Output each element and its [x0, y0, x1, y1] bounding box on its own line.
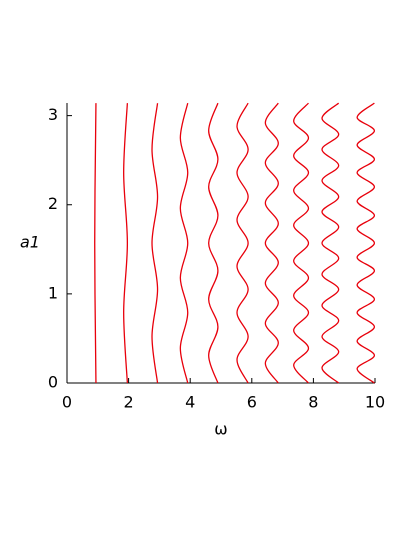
- contour-line: [179, 103, 189, 384]
- x-tick-label: 4: [185, 393, 195, 412]
- contour-line: [94, 103, 97, 384]
- x-tick-label: 10: [365, 393, 385, 412]
- contour-line: [356, 102, 376, 384]
- x-tick-label: 8: [308, 393, 318, 412]
- x-tick-label: 2: [124, 393, 134, 412]
- contour-line: [293, 102, 310, 384]
- y-tick-label: 0: [48, 373, 58, 392]
- x-axis-label: ω: [214, 420, 227, 439]
- contour-line: [236, 102, 249, 384]
- contour-line: [123, 103, 129, 384]
- contour-line: [151, 103, 159, 384]
- x-tick-label: 6: [247, 393, 257, 412]
- y-tick-label: 3: [48, 105, 58, 124]
- y-tick-label: 2: [48, 194, 58, 213]
- y-tick-label: 1: [48, 283, 58, 302]
- contour-line: [321, 102, 340, 384]
- y-axis-label: a1: [20, 233, 40, 252]
- x-tick-label: 0: [62, 393, 72, 412]
- contour-line: [208, 102, 219, 384]
- contour-line: [264, 102, 279, 384]
